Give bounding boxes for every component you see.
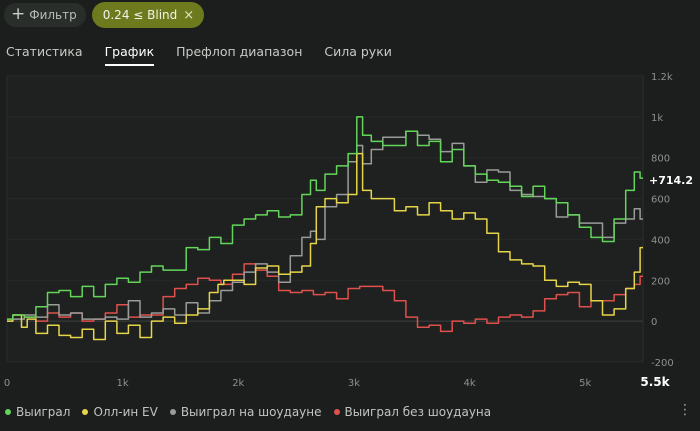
y-tick-label: 600 [651,195,670,206]
legend-item-won[interactable]: Выиграл [5,405,70,419]
tab-preflop-range[interactable]: Префлоп диапазон [176,44,303,59]
tab-graph[interactable]: График [104,44,155,66]
more-menu-icon[interactable]: ⋮ [678,402,692,418]
y-tick-label: 400 [651,235,670,246]
legend-label-non-showdown: Выиграл без шоудауна [344,405,492,419]
legend-label-allin-ev: Олл-ин EV [93,405,158,419]
add-filter-button[interactable]: + Фильтр [4,3,86,27]
series-line-2 [7,130,643,322]
y-tick-label: -200 [651,358,674,369]
add-filter-label: Фильтр [29,8,77,22]
legend-item-non-showdown[interactable]: Выиграл без шоудауна [333,405,492,419]
y-tick-label: 1k [651,113,663,124]
chart-legend: Выиграл Олл-ин EV Выиграл на шоудауне Вы… [5,405,491,419]
series-line-1 [7,152,643,341]
tab-hand-strength[interactable]: Сила руки [324,44,392,59]
x-tick-label: 2k [232,378,244,389]
legend-item-showdown[interactable]: Выиграл на шоудауне [169,405,322,419]
end-value-label: +714.2 [649,174,693,187]
x-tick-label: 3k [348,378,360,389]
x-tick-label-current: 5.5k [640,375,670,389]
tab-bar: Статистика График Префлоп диапазон Сила … [6,44,392,66]
plus-icon: + [11,3,26,24]
x-tick-label: 1k [117,378,129,389]
y-tick-label: 0 [651,317,657,328]
x-tick-label: 4k [463,378,475,389]
tab-statistics[interactable]: Статистика [6,44,83,59]
filter-bar: + Фильтр 0.24 ≤ Blind × [4,2,205,28]
legend-label-showdown: Выиграл на шоудауне [180,405,322,419]
legend-item-allin-ev[interactable]: Олл-ин EV [82,405,158,419]
active-filter-label: 0.24 ≤ Blind [102,8,178,22]
active-filter-chip[interactable]: 0.24 ≤ Blind × [91,2,205,28]
legend-dot-allin-ev [82,409,89,415]
legend-dot-won [5,409,11,415]
series-line-3 [7,263,643,333]
y-tick-label: 800 [651,154,670,165]
legend-dot-showdown [169,409,176,415]
legend-dot-non-showdown [333,409,340,415]
y-tick-label: 200 [651,276,670,287]
legend-label-won: Выиграл [16,405,71,419]
close-icon[interactable]: × [183,7,195,23]
x-tick-label: 5k [579,378,591,389]
series-line-0 [7,116,643,320]
results-chart: 1.2k 1k 800 600 400 200 0 -200 0 1k 2k 3k 4k 5k 5.5k +7… [4,72,693,389]
x-tick-label: 0 [4,378,10,389]
y-tick-label: 1.2k [651,72,673,83]
